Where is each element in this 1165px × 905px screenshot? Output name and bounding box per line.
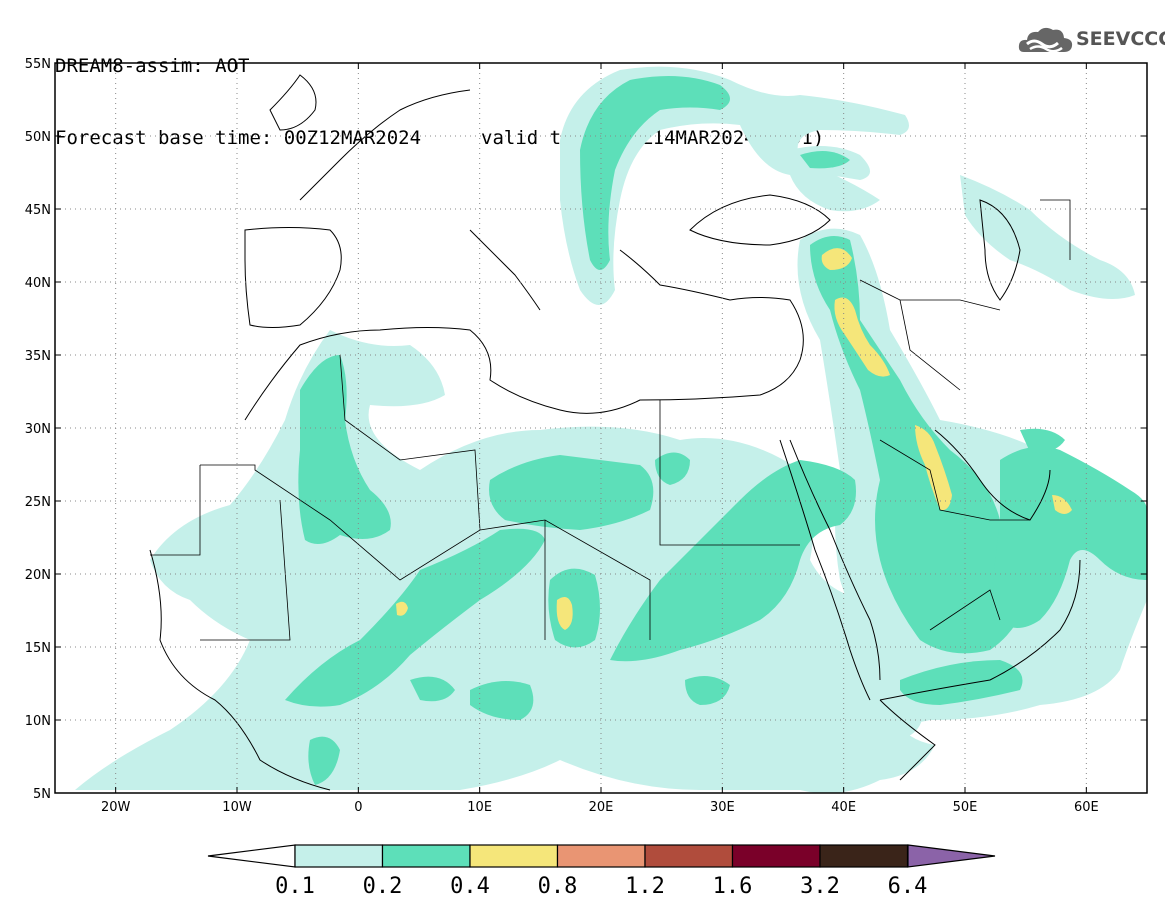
colorbar-label: 0.2 [363,874,403,899]
colorbar-label: 6.4 [888,874,928,899]
lon-label: 50E [953,800,978,815]
colorbar-label: 0.1 [275,874,315,899]
colorbar-label: 1.2 [625,874,665,899]
lon-label: 30E [710,800,735,815]
colorbar-swatch [819,844,909,868]
colorbar-over-arrow [907,844,996,868]
lat-label: 20N [25,568,51,583]
lon-label: 10E [467,800,492,815]
colorbar-under-arrow [207,844,296,868]
product-title: DREAM8-assim: AOT [55,55,250,77]
coastlines [149,74,1081,791]
colorbar-label: 0.8 [538,874,578,899]
lat-label: 5N [33,787,51,802]
base-time: Forecast base time: 00Z12MAR2024 [55,127,422,149]
aot-level-0-4 [396,248,1072,630]
lon-labels: 20W 10W 0 10E 20E 30E 40E 50E 60E [101,800,1099,815]
lat-label: 40N [25,276,51,291]
colorbar-swatch [644,844,734,868]
colorbar-swatch [469,844,559,868]
lat-label: 15N [25,641,51,656]
colorbar: 0.1 0.2 0.4 0.8 1.2 1.6 3.2 6.4 [207,844,996,899]
colorbar-label: 0.4 [450,874,490,899]
colorbar-swatch [556,844,646,868]
lat-label: 25N [25,495,51,510]
aot-field [75,66,1147,793]
colorbar-label: 3.2 [800,874,840,899]
lon-label: 60E [1074,800,1099,815]
borders [150,199,1071,641]
lon-label: 0 [354,800,362,815]
lat-label: 45N [25,203,51,218]
colorbar-swatch [294,844,384,868]
grid-lines [55,63,1147,793]
logo-text: SEEVCCC [1076,28,1165,50]
lat-label: 50N [25,130,51,145]
tick-marks [55,62,1147,794]
lon-label: 20W [101,800,131,815]
cloud-icon [1018,27,1073,53]
lat-label: 35N [25,349,51,364]
colorbar-label: 1.6 [713,874,753,899]
lat-labels: 55N 50N 45N 40N 35N 30N 25N 20N 15N 10N … [25,57,51,802]
lat-label: 55N [25,57,51,72]
lat-label: 10N [25,714,51,729]
lon-label: 20E [589,800,614,815]
lon-label: 10W [222,800,252,815]
lat-label: 30N [25,422,51,437]
colorbar-swatch [381,844,471,868]
colorbar-swatch [731,844,821,868]
seevccc-logo: SEEVCCC [1018,24,1165,58]
lon-label: 40E [831,800,856,815]
